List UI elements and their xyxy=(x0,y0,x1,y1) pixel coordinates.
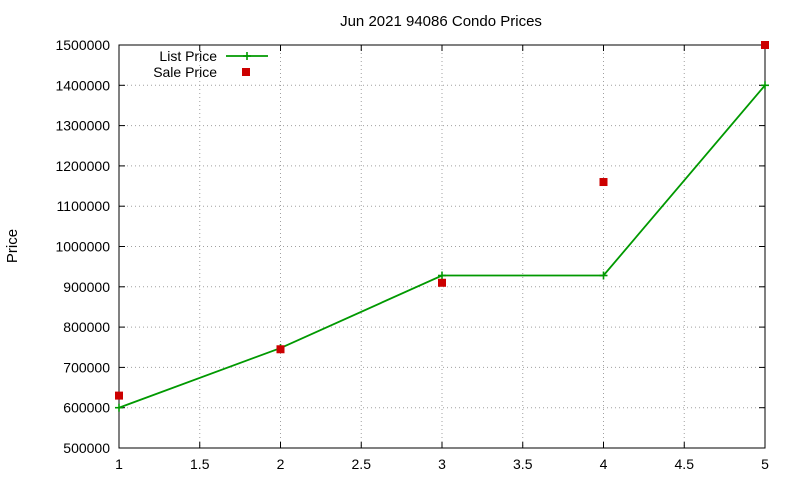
x-tick-label: 2 xyxy=(277,456,285,472)
x-tick-label: 3 xyxy=(438,456,446,472)
x-tick-label: 5 xyxy=(761,456,769,472)
y-tick-label: 500000 xyxy=(63,440,110,456)
square-marker xyxy=(242,68,250,76)
square-marker xyxy=(438,278,446,287)
x-tick-label: 1 xyxy=(115,456,123,472)
y-tick-label: 900000 xyxy=(63,279,110,295)
plus-marker xyxy=(243,52,251,60)
y-tick-label: 700000 xyxy=(63,359,110,375)
x-tick-label: 4.5 xyxy=(675,456,695,472)
series-sale-price xyxy=(115,41,769,400)
plus-marker xyxy=(438,271,446,280)
grid-lines xyxy=(119,45,765,448)
square-marker xyxy=(761,41,769,49)
x-tick-label: 4 xyxy=(600,456,608,472)
series-list-price xyxy=(115,81,769,412)
square-marker xyxy=(115,391,123,400)
plus-marker xyxy=(115,403,123,412)
y-tick-label: 1000000 xyxy=(55,239,110,255)
y-tick-label: 1200000 xyxy=(55,158,110,174)
plus-marker xyxy=(761,81,769,90)
legend-label: List Price xyxy=(159,48,217,64)
y-tick-label: 1500000 xyxy=(55,37,110,53)
plus-marker xyxy=(599,271,608,280)
y-tick-label: 1100000 xyxy=(57,198,111,214)
data-series xyxy=(115,41,769,412)
legend-label: Sale Price xyxy=(153,64,217,80)
chart-title: Jun 2021 94086 Condo Prices xyxy=(340,13,542,30)
x-tick-label: 1.5 xyxy=(190,456,210,472)
y-axis-label: Price xyxy=(4,229,21,263)
axis-ticks: 1 1.5 2 2.5 3 3.5 4 4.5 5 500000 600000 700000 80000… xyxy=(55,37,769,472)
x-tick-label: 3.5 xyxy=(513,456,533,472)
square-marker xyxy=(599,178,608,187)
y-tick-label: 1400000 xyxy=(55,77,110,93)
x-tick-label: 2.5 xyxy=(352,456,372,472)
y-tick-label: 800000 xyxy=(63,319,110,335)
y-tick-label: 600000 xyxy=(63,400,110,416)
square-marker xyxy=(276,345,285,354)
y-tick-label: 1300000 xyxy=(55,118,110,134)
